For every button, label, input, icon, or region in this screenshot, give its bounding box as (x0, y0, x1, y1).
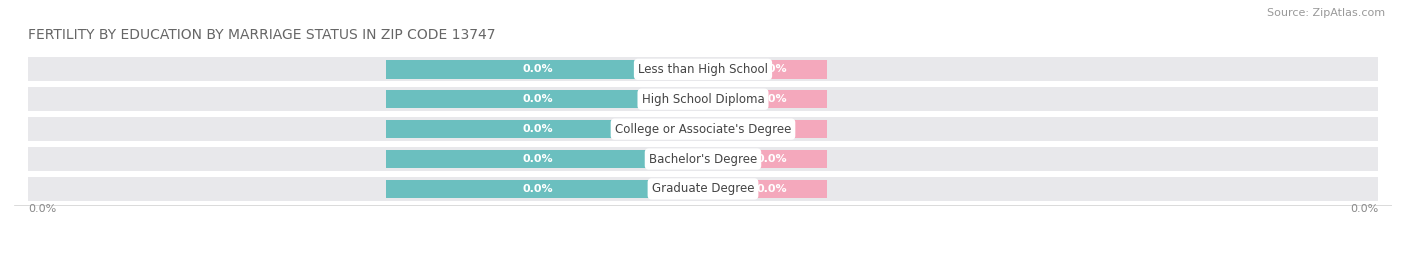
Bar (717, 120, 827, 138)
Bar (387, 150, 689, 168)
Bar (717, 180, 827, 198)
Bar (28, 177, 1378, 201)
Text: FERTILITY BY EDUCATION BY MARRIAGE STATUS IN ZIP CODE 13747: FERTILITY BY EDUCATION BY MARRIAGE STATU… (28, 29, 495, 43)
Text: 0.0%: 0.0% (523, 124, 553, 134)
Text: 0.0%: 0.0% (523, 154, 553, 164)
Text: 0.0%: 0.0% (756, 184, 787, 194)
Text: 0.0%: 0.0% (756, 154, 787, 164)
Bar (28, 87, 1378, 111)
Text: 0.0%: 0.0% (756, 64, 787, 74)
Bar (387, 90, 689, 108)
Text: 0.0%: 0.0% (756, 94, 787, 104)
Text: High School Diploma: High School Diploma (641, 93, 765, 106)
Bar (387, 60, 689, 79)
Text: 0.0%: 0.0% (756, 124, 787, 134)
Text: College or Associate's Degree: College or Associate's Degree (614, 123, 792, 136)
Bar (387, 180, 689, 198)
Bar (717, 150, 827, 168)
Text: Source: ZipAtlas.com: Source: ZipAtlas.com (1267, 8, 1385, 18)
Text: 0.0%: 0.0% (523, 64, 553, 74)
Bar (28, 117, 1378, 141)
Text: 0.0%: 0.0% (523, 184, 553, 194)
Bar (28, 147, 1378, 171)
Bar (28, 57, 1378, 81)
Bar (717, 90, 827, 108)
Legend: Married, Unmarried: Married, Unmarried (620, 264, 786, 269)
Bar (717, 60, 827, 79)
Text: Bachelor's Degree: Bachelor's Degree (650, 153, 756, 165)
Text: Graduate Degree: Graduate Degree (652, 182, 754, 195)
Text: 0.0%: 0.0% (1350, 204, 1378, 214)
Text: 0.0%: 0.0% (523, 94, 553, 104)
Bar (387, 120, 689, 138)
Text: 0.0%: 0.0% (28, 204, 56, 214)
Text: Less than High School: Less than High School (638, 63, 768, 76)
